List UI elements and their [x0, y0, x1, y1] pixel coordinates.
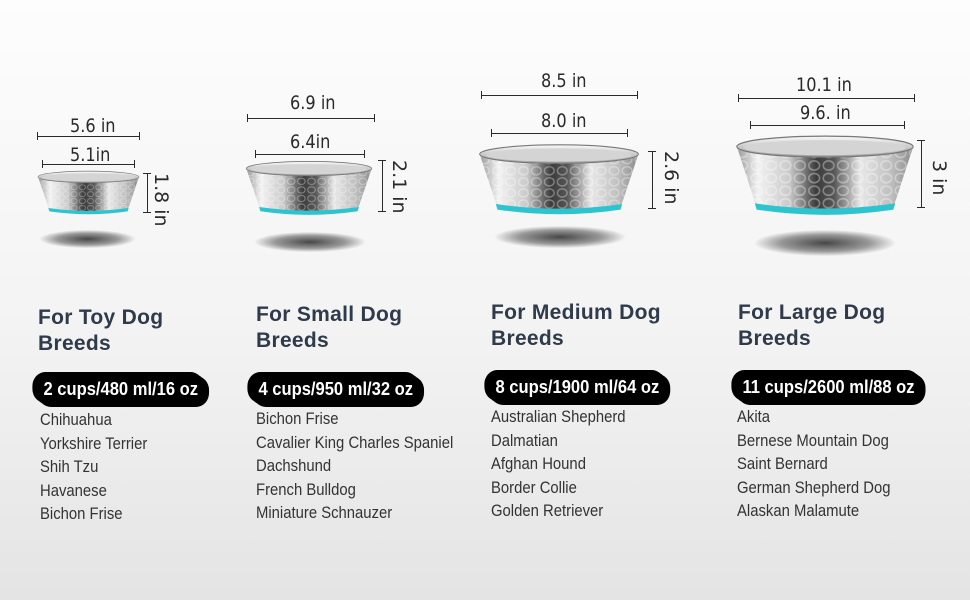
breed-heading: For Toy Dog Breeds: [38, 306, 164, 355]
capacity-badge: 4 cups/950 ml/32 oz: [252, 376, 420, 403]
breed-heading: For Large Dog Breeds: [738, 301, 886, 350]
inner-diameter-label: 8.0 in: [541, 110, 587, 132]
breed-heading: For Small Dog Breeds: [256, 303, 403, 352]
height-label: 3 in: [928, 160, 950, 196]
bowl-shadow: [755, 230, 895, 256]
inner-diameter-label: 9.6. in: [800, 102, 851, 124]
list-item: Saint Bernard: [737, 455, 828, 473]
list-item: Bernese Mountain Dog: [737, 431, 889, 450]
height-line: [143, 173, 151, 213]
list-item: Cavalier King Charles Spaniel: [256, 433, 454, 452]
bowl-shadow: [40, 230, 135, 248]
list-item: Golden Retriever: [491, 502, 604, 520]
outer-diameter-line: [738, 94, 915, 102]
list-item: Dalmatian: [491, 431, 558, 450]
list-item: French Bulldog: [256, 480, 356, 499]
bowl-image: [735, 135, 915, 216]
breed-list: Chihuahua Yorkshire Terrier Shih Tzu Hav…: [40, 409, 159, 527]
list-item: German Shepherd Dog: [737, 478, 891, 497]
inner-diameter-line: [255, 150, 365, 158]
inner-diameter-line: [42, 160, 135, 168]
height-label: 2.6 in: [660, 151, 682, 205]
inner-diameter-line: [491, 129, 628, 137]
list-item: Alaskan Malamute: [737, 502, 860, 520]
list-item: Miniature Schnauzer: [256, 504, 393, 522]
capacity-badge: 8 cups/1900 ml/64 oz: [489, 374, 666, 401]
list-item: Bichon Frise: [256, 410, 339, 428]
outer-diameter-line: [247, 114, 375, 122]
breed-list: Bichon Frise Cavalier King Charles Spani…: [256, 408, 475, 526]
bowl-shadow: [255, 232, 365, 252]
capacity-badge: 2 cups/480 ml/16 oz: [37, 376, 205, 403]
height-line: [917, 140, 925, 208]
height-line: [648, 151, 656, 209]
outer-diameter-label: 8.5 in: [541, 70, 587, 92]
list-item: Yorkshire Terrier: [40, 434, 148, 453]
inner-diameter-label: 6.4in: [290, 131, 331, 153]
outer-diameter-label: 5.6 in: [70, 115, 116, 137]
list-item: Bichon Frise: [40, 505, 123, 523]
bowl-image: [37, 170, 140, 215]
list-item: Border Collie: [491, 478, 577, 497]
breed-list: Akita Bernese Mountain Dog Saint Bernard…: [737, 406, 908, 524]
breed-list: Australian Shepherd Dalmatian Afghan Hou…: [491, 406, 641, 524]
list-item: Chihuahua: [40, 411, 112, 429]
height-line: [378, 160, 386, 212]
list-item: Australian Shepherd: [491, 408, 626, 426]
outer-diameter-label: 10.1 in: [796, 74, 852, 96]
inner-diameter-label: 5.1in: [70, 144, 111, 166]
outer-diameter-line: [37, 132, 140, 140]
inner-diameter-line: [750, 121, 905, 129]
bowl-shadow: [495, 226, 625, 248]
outer-diameter-label: 6.9 in: [290, 92, 336, 114]
bowl-image: [478, 143, 640, 216]
list-item: Afghan Hound: [491, 455, 586, 473]
breed-heading: For Medium Dog Breeds: [491, 301, 661, 350]
capacity-badge: 11 cups/2600 ml/88 oz: [736, 374, 922, 401]
height-label: 1.8 in: [150, 173, 172, 227]
height-label: 2.1 in: [388, 160, 410, 214]
bowl-image: [245, 160, 373, 216]
outer-diameter-line: [481, 91, 638, 99]
list-item: Dachshund: [256, 457, 332, 475]
list-item: Akita: [737, 408, 771, 426]
list-item: Shih Tzu: [40, 458, 99, 476]
list-item: Havanese: [40, 481, 107, 500]
